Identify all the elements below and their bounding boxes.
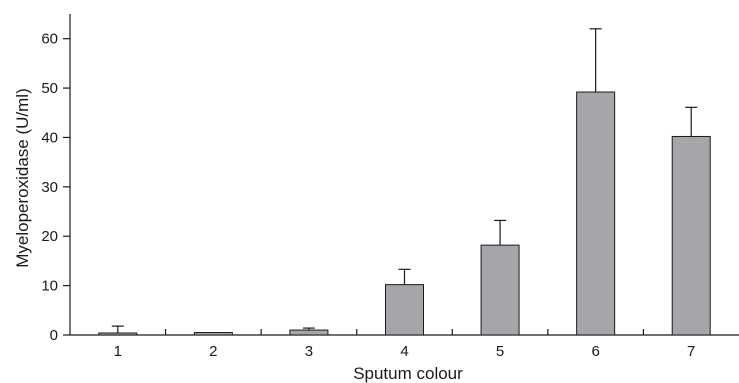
bar bbox=[385, 284, 424, 336]
bar bbox=[576, 91, 616, 336]
y-tick-label: 60 bbox=[41, 31, 58, 48]
x-tick-label: 1 bbox=[114, 343, 122, 360]
y-tick-label: 20 bbox=[41, 228, 58, 245]
error-bars bbox=[111, 28, 698, 334]
x-tick-label: 7 bbox=[687, 343, 695, 360]
bar bbox=[289, 329, 329, 336]
y-tick-label: 50 bbox=[41, 80, 58, 97]
x-tick-label: 6 bbox=[591, 343, 599, 360]
x-tick-label: 3 bbox=[305, 343, 313, 360]
bar bbox=[671, 135, 711, 336]
x-tick-label: 4 bbox=[400, 343, 408, 360]
y-tick-label: 0 bbox=[50, 327, 58, 344]
bar bbox=[193, 332, 233, 336]
x-axis-title: Sputum colour bbox=[353, 364, 463, 383]
y-tick-label: 40 bbox=[41, 129, 58, 146]
bar bbox=[480, 244, 520, 336]
y-axis: 0 10 20 30 40 50 60 bbox=[41, 14, 71, 344]
bars bbox=[98, 91, 711, 336]
y-tick-label: 30 bbox=[41, 179, 58, 196]
x-tick-label: 5 bbox=[496, 343, 504, 360]
bar bbox=[98, 332, 138, 336]
x-tick-label: 2 bbox=[209, 343, 217, 360]
y-tick-label: 10 bbox=[41, 278, 58, 295]
y-axis-title: Myeloperoxidase (U/ml) bbox=[13, 88, 32, 268]
